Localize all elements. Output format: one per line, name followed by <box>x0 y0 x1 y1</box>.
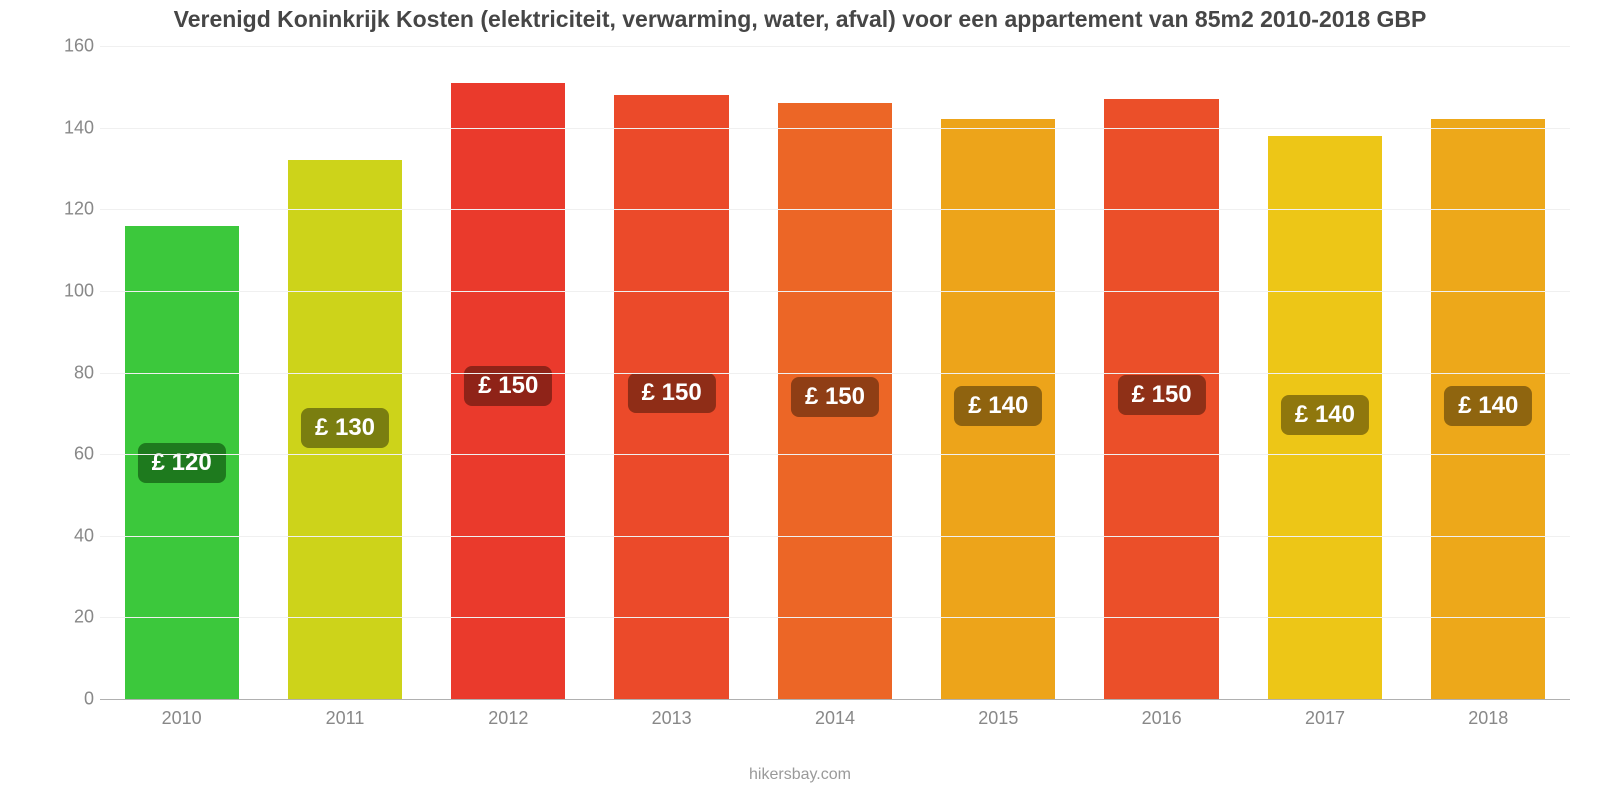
y-tick-label: 60 <box>60 444 94 465</box>
value-badge: £ 140 <box>954 386 1042 426</box>
bar: £ 140 <box>941 119 1055 699</box>
bar: £ 140 <box>1268 136 1382 699</box>
grid-line <box>100 454 1570 455</box>
x-tick-label: 2014 <box>753 700 916 730</box>
x-tick-label: 2013 <box>590 700 753 730</box>
bar: £ 120 <box>125 226 239 699</box>
value-badge: £ 150 <box>1118 375 1206 415</box>
y-tick-label: 100 <box>60 280 94 301</box>
value-badge: £ 140 <box>1281 395 1369 435</box>
bar: £ 150 <box>1104 99 1218 699</box>
x-tick-label: 2016 <box>1080 700 1243 730</box>
value-badge: £ 130 <box>301 408 389 448</box>
x-tick-label: 2018 <box>1407 700 1570 730</box>
y-tick-label: 140 <box>60 117 94 138</box>
grid-line <box>100 373 1570 374</box>
x-tick-label: 2011 <box>263 700 426 730</box>
y-tick-label: 80 <box>60 362 94 383</box>
chart-footer: hikersbay.com <box>0 766 1600 784</box>
grid-line <box>100 128 1570 129</box>
x-axis: 201020112012201320142015201620172018 <box>100 700 1570 730</box>
y-tick-label: 40 <box>60 525 94 546</box>
y-tick-label: 160 <box>60 36 94 57</box>
bar: £ 150 <box>614 95 728 699</box>
bar: £ 140 <box>1431 119 1545 699</box>
y-tick-label: 20 <box>60 607 94 628</box>
x-tick-label: 2010 <box>100 700 263 730</box>
x-tick-label: 2012 <box>427 700 590 730</box>
bar: £ 150 <box>778 103 892 699</box>
bar: £ 150 <box>451 83 565 699</box>
x-tick-label: 2015 <box>917 700 1080 730</box>
grid-line <box>100 291 1570 292</box>
x-tick-label: 2017 <box>1243 700 1406 730</box>
plot-area: £ 120 £ 130 £ 150 £ 150 £ 150 £ 140 £ 150 £ 140… <box>100 46 1570 700</box>
chart-area: £ 120 £ 130 £ 150 £ 150 £ 150 £ 140 £ 150 £ 140… <box>60 46 1570 730</box>
grid-line <box>100 617 1570 618</box>
grid-line <box>100 209 1570 210</box>
y-tick-label: 120 <box>60 199 94 220</box>
chart-title: Verenigd Koninkrijk Kosten (elektricitei… <box>0 0 1600 33</box>
grid-line <box>100 536 1570 537</box>
value-badge: £ 150 <box>628 373 716 413</box>
value-badge: £ 150 <box>791 377 879 417</box>
value-badge: £ 140 <box>1444 386 1532 426</box>
value-badge: £ 120 <box>138 443 226 483</box>
grid-line <box>100 46 1570 47</box>
y-tick-label: 0 <box>60 689 94 710</box>
